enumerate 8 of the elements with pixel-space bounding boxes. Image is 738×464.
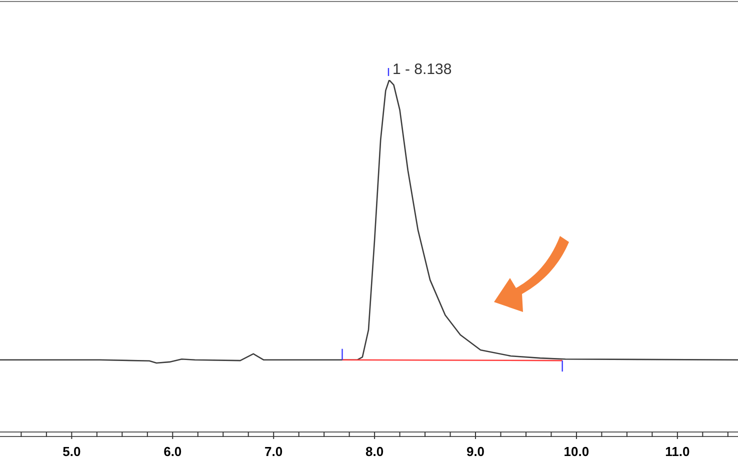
x-tick-label: 6.0 [164,444,182,459]
x-tick-label: 9.0 [466,444,485,459]
x-tick-label: 8.0 [366,444,384,459]
x-tick-label: 5.0 [62,444,81,459]
x-tick-label: 10.0 [564,444,590,459]
x-tick-label: 7.0 [264,444,283,459]
annotation: 1 - 8.138 [392,61,452,78]
x-tick-label: 11.0 [665,444,690,459]
